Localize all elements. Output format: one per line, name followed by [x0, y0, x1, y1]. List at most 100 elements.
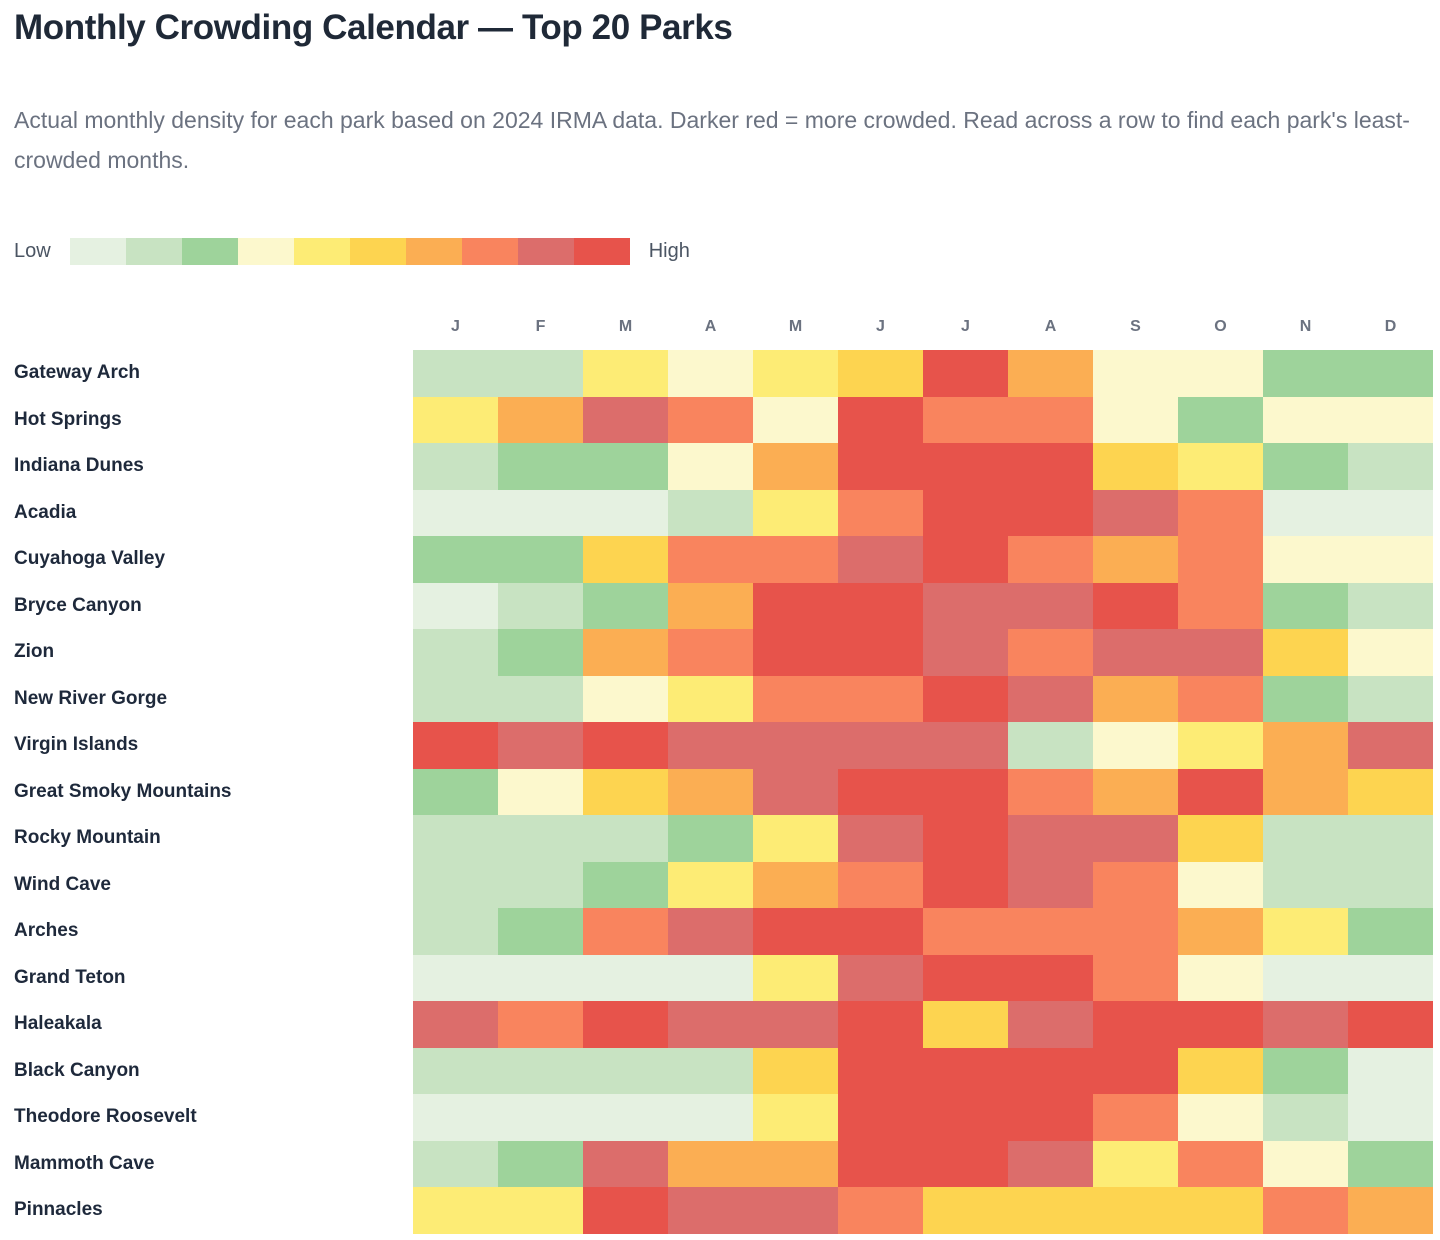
heatmap-cell [1178, 1094, 1263, 1141]
heatmap-cell [1263, 489, 1348, 536]
heatmap-cell [668, 489, 753, 536]
heatmap-cell [753, 396, 838, 443]
heatmap-cell [923, 582, 1008, 629]
heatmap-cell [1093, 350, 1178, 397]
heatmap-cell [1348, 536, 1433, 583]
heatmap-cell [1093, 1094, 1178, 1141]
heatmap-cell [1263, 1094, 1348, 1141]
heatmap-cell [1093, 536, 1178, 583]
heatmap-cell [498, 443, 583, 490]
heatmap-cell [1348, 722, 1433, 769]
heatmap-cell [923, 908, 1008, 955]
heatmap-cell [583, 722, 668, 769]
legend-low-label: Low [14, 240, 51, 262]
heatmap-cell [838, 722, 923, 769]
legend-swatch-level-7 [461, 238, 518, 265]
heatmap-cell [753, 861, 838, 908]
heatmap-cell [498, 722, 583, 769]
heatmap-cell [583, 1001, 668, 1048]
heatmap-cell [498, 1094, 583, 1141]
heatmap-cell [498, 582, 583, 629]
heatmap-cell [413, 536, 498, 583]
heatmap-cell [413, 1094, 498, 1141]
heatmap-cell [753, 1187, 838, 1234]
heatmap-cell [498, 861, 583, 908]
heatmap-cell [498, 954, 583, 1001]
heatmap-cell [753, 954, 838, 1001]
heatmap-cell [838, 675, 923, 722]
heatmap-cell [1263, 908, 1348, 955]
heatmap-cell [413, 908, 498, 955]
heatmap-cell [413, 722, 498, 769]
heatmap-cell [583, 629, 668, 676]
heatmap-cell [838, 954, 923, 1001]
heatmap-cell [1008, 582, 1093, 629]
heatmap-cell [498, 489, 583, 536]
heatmap-cell [1263, 815, 1348, 862]
heatmap-cell [1263, 1001, 1348, 1048]
heatmap-cell [413, 954, 498, 1001]
park-row-label: Great Smoky Mountains [0, 768, 413, 815]
legend-color-scale [69, 238, 630, 265]
month-label-9: S [1130, 318, 1141, 335]
heatmap-cell [1178, 582, 1263, 629]
crowding-heatmap: J F M A M J J A S O N D Gateway Arch Hot Springs Indi… [0, 304, 1440, 1234]
heatmap-cell [1178, 1187, 1263, 1234]
legend-swatch-level-0 [69, 238, 126, 265]
heatmap-cell [838, 815, 923, 862]
heatmap-cell [668, 675, 753, 722]
heatmap-cell [1008, 815, 1093, 862]
heatmap-cell [668, 582, 753, 629]
heatmap-cell [498, 1047, 583, 1094]
heatmap-cell [498, 908, 583, 955]
heatmap-cell [923, 954, 1008, 1001]
heatmap-cell [923, 536, 1008, 583]
heatmap-cell [923, 675, 1008, 722]
park-row-label: Grand Teton [0, 954, 413, 1001]
heatmap-cell [1178, 629, 1263, 676]
heatmap-cell [583, 443, 668, 490]
heatmap-cell [923, 443, 1008, 490]
park-row-label: Bryce Canyon [0, 582, 413, 629]
legend-swatch-level-5 [349, 238, 406, 265]
park-row-label: Black Canyon [0, 1047, 413, 1094]
heatmap-cell [1008, 1187, 1093, 1234]
heatmap-cell [583, 489, 668, 536]
heatmap-cell [1263, 1187, 1348, 1234]
month-label-3: M [618, 318, 633, 335]
heatmap-cell [753, 443, 838, 490]
heatmap-cell [838, 1140, 923, 1187]
park-row-label: Wind Cave [0, 861, 413, 908]
park-row-label: Acadia [0, 489, 413, 536]
heatmap-cell [753, 350, 838, 397]
heatmap-cell [1263, 1140, 1348, 1187]
heatmap-cell [923, 1140, 1008, 1187]
heatmap-cell [413, 1001, 498, 1048]
heatmap-cell [413, 815, 498, 862]
legend-swatch-level-9 [573, 238, 630, 265]
heatmap-cell [1178, 350, 1263, 397]
heatmap-cell [498, 815, 583, 862]
heatmap-cell [923, 1187, 1008, 1234]
heatmap-cell [1178, 1047, 1263, 1094]
heatmap-cell [753, 908, 838, 955]
heatmap-cell [1093, 722, 1178, 769]
heatmap-cell [753, 722, 838, 769]
month-label-5: M [788, 318, 803, 335]
heatmap-cell [1178, 954, 1263, 1001]
month-label-6: J [876, 318, 885, 335]
heatmap-cell [838, 1187, 923, 1234]
heatmap-cell [498, 396, 583, 443]
heatmap-cell [413, 675, 498, 722]
heatmap-cell [838, 536, 923, 583]
park-row-label: Cuyahoga Valley [0, 536, 413, 583]
page-title: Monthly Crowding Calendar — Top 20 Parks [14, 8, 733, 47]
heatmap-cell [1008, 350, 1093, 397]
heatmap-cell [1008, 675, 1093, 722]
chart-subtitle: Actual monthly density for each park bas… [14, 107, 1410, 173]
heatmap-cell [1348, 1187, 1433, 1234]
heatmap-cell [1093, 1187, 1178, 1234]
heatmap-cell [1178, 1001, 1263, 1048]
heatmap-cell [1263, 443, 1348, 490]
heatmap-cell [923, 722, 1008, 769]
